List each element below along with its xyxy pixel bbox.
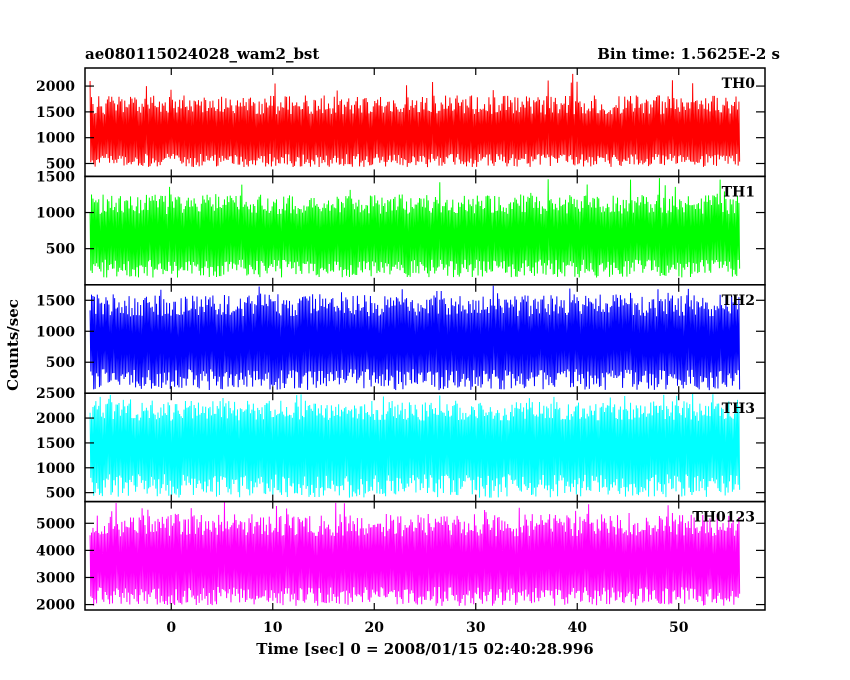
panels-group: 500 1000 1500 2000 TH0 500 1000 1500 TH1 0 500 1000…: [36, 67, 766, 614]
series-th0123-line: [89, 502, 741, 606]
y-tick-label: 1000: [36, 324, 75, 340]
y-tick-label: 1500: [36, 436, 75, 452]
y-tick-label: 2000: [36, 598, 75, 614]
y-tick-label: 0: [65, 386, 75, 402]
x-tick-label: 20: [365, 620, 385, 636]
series-th1-label: TH1: [722, 184, 755, 200]
x-axis-label: Time [sec] 0 = 2008/01/15 02:40:28.996: [256, 640, 593, 658]
series-th1-line: [89, 178, 741, 278]
series-th2-line: [89, 285, 741, 391]
y-tick-label: 500: [46, 355, 75, 371]
y-tick-label: 1500: [36, 293, 75, 309]
panel-th2: 0 500 1000 1500 TH2: [36, 284, 766, 402]
chart-title-right: Bin time: 1.5625E-2 s: [597, 45, 780, 63]
y-tick-label: 5000: [36, 516, 75, 532]
y-tick-label: 500: [46, 242, 75, 258]
panel-th0123: 2000 3000 4000 5000 TH0123: [36, 500, 766, 614]
series-th3-label: TH3: [722, 401, 755, 417]
y-tick-label: 500: [46, 486, 75, 502]
y-tick-label: 1500: [36, 105, 75, 121]
panel-th0: 500 1000 1500 2000 TH0: [36, 67, 766, 178]
x-tick-label: 10: [263, 620, 283, 636]
y-tick-label: 1000: [36, 206, 75, 222]
x-tick-label: 0: [166, 620, 176, 636]
panel-th3: 500 1000 1500 2000 2500 TH3: [36, 386, 766, 503]
series-th2-label: TH2: [722, 293, 755, 309]
y-tick-label: 1000: [36, 461, 75, 477]
y-axis-label: Counts/sec: [4, 299, 22, 391]
series-th0-label: TH0: [722, 76, 756, 92]
y-tick-label: 1500: [36, 169, 75, 185]
x-axis: 0 10 20 30 40 50: [166, 620, 688, 636]
series-th3-line: [89, 393, 741, 498]
panel-frame: [84, 500, 766, 611]
series-th0-line: [89, 73, 741, 168]
chart-title-left: ae080115024028_wam2_bst: [85, 45, 319, 63]
x-tick-label: 50: [669, 620, 689, 636]
y-tick-label: 2000: [36, 79, 75, 95]
panel-th1: 500 1000 1500 TH1: [36, 169, 766, 286]
y-tick-label: 500: [46, 156, 75, 172]
y-tick-label: 1000: [36, 131, 75, 147]
y-tick-label: 3000: [36, 570, 75, 586]
y-tick-label: 2000: [36, 411, 75, 427]
y-tick-label: 2500: [36, 386, 75, 402]
x-tick-label: 30: [466, 620, 486, 636]
x-tick-label: 40: [567, 620, 587, 636]
series-th0123-label: TH0123: [692, 510, 755, 526]
y-tick-label: 4000: [36, 543, 75, 559]
